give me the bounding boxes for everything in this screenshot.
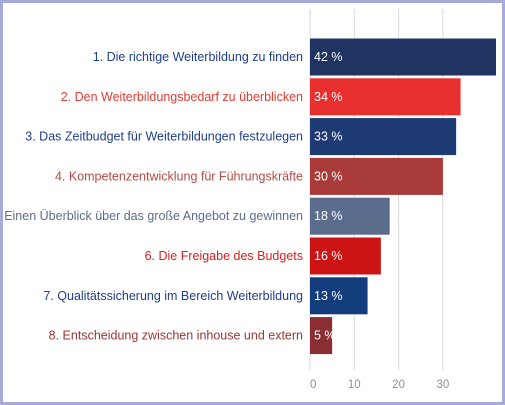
x-tick-label-20: 20 [392,379,405,391]
bar-7 [310,277,368,315]
category-label-7: 7. Qualitätssicherung im Bereich Weiterb… [43,289,303,303]
x-tick-label-30: 30 [436,379,449,391]
category-label-2: 2. Den Weiterbildungsbedarf zu überblick… [61,90,303,104]
bar-3 [310,118,457,156]
value-label-3: 33 % [314,130,343,144]
value-label-7: 13 % [314,289,343,303]
category-label-3: 3. Das Zeitbudget für Weiterbildungen fe… [25,130,303,144]
value-label-2: 34 % [314,90,343,104]
bar-6 [310,237,381,275]
value-label-1: 42 % [314,50,343,64]
x-tick-label-0: 0 [310,379,316,391]
category-label-1: 1. Die richtige Weiterbildung zu finden [93,50,303,64]
x-tick-label-10: 10 [348,379,361,391]
bar-5 [310,197,390,235]
bar-8 [310,317,333,355]
value-label-4: 30 % [314,169,343,183]
category-label-6: 6. Die Freigabe des Budgets [145,249,303,263]
bar-chart: 1. Die richtige Weiterbildung zu finden 2… [3,9,496,391]
value-label-5: 18 % [314,209,343,223]
value-label-8: 5 % [314,329,336,343]
category-labels: 1. Die richtige Weiterbildung zu finden 2… [3,50,303,343]
category-label-4: 4. Kompetenzentwicklung für Führungskräf… [55,169,303,183]
value-label-6: 16 % [314,249,343,263]
bar-4 [310,157,443,195]
bar-1 [310,38,496,76]
category-label-8: 8. Entscheidung zwischen inhouse und ext… [49,329,303,343]
bar-2 [310,78,461,116]
category-label-5: 5. Einen Überblick über das große Angebo… [3,209,303,223]
bars [310,38,496,355]
x-axis-ticks: 0 10 20 30 [310,379,449,391]
value-labels: 42 % 34 % 33 % 30 % 18 % 16 % 13 % 5 % [314,50,343,343]
